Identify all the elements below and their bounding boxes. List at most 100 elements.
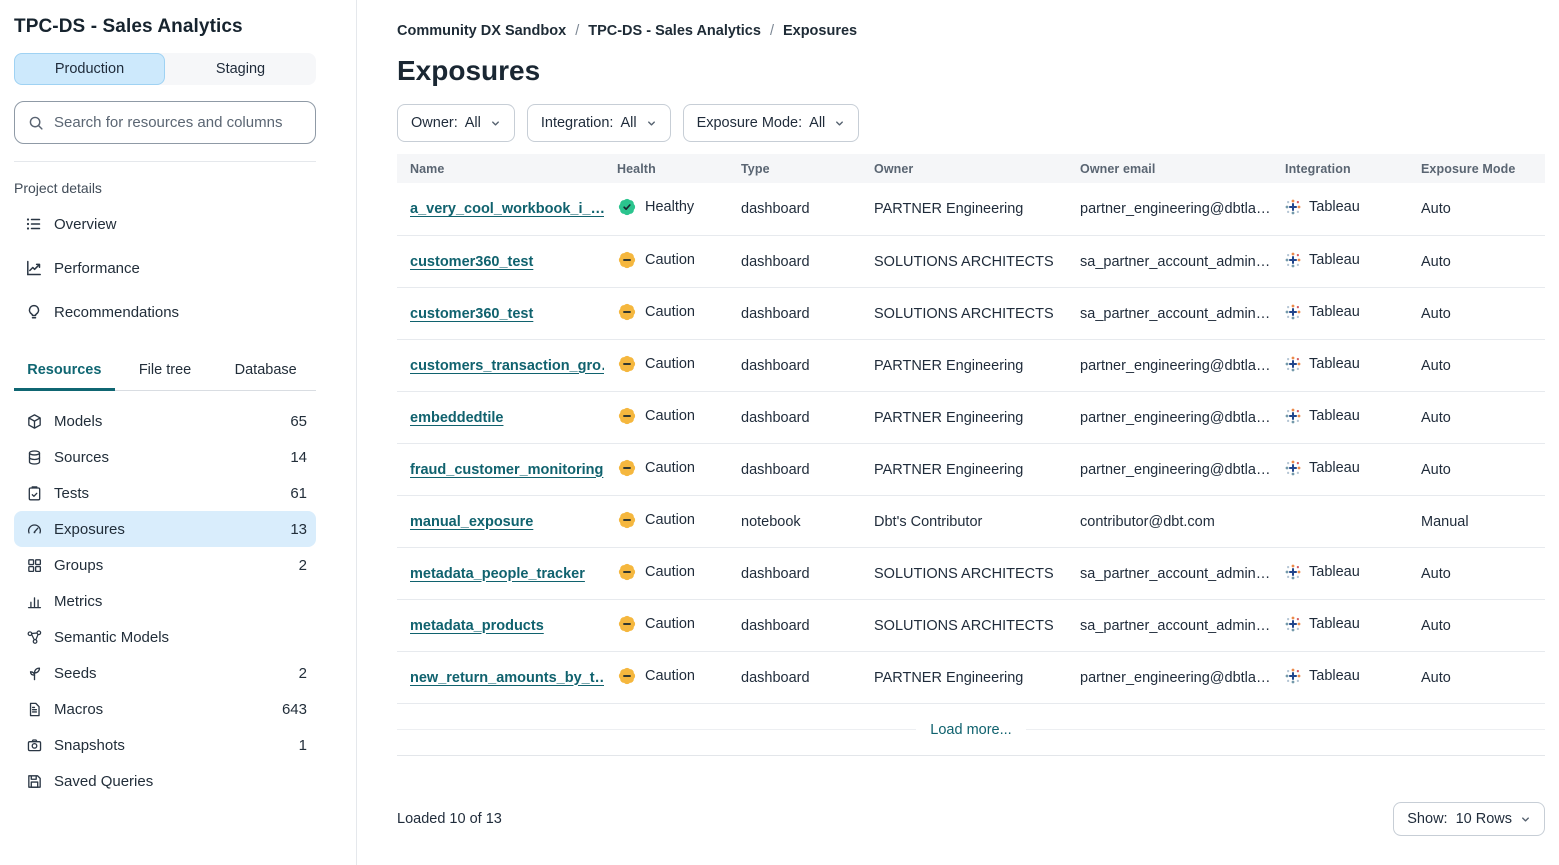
- sidebar-item-recommendations[interactable]: Recommendations: [14, 290, 316, 334]
- integration-label: Tableau: [1309, 407, 1360, 424]
- sidebar-item-label: Groups: [54, 556, 104, 574]
- exposure-name-link[interactable]: customer360_test: [410, 253, 534, 270]
- sidebar-item-exposures[interactable]: Exposures 13: [14, 511, 316, 547]
- sidebar-item-snapshots[interactable]: Snapshots 1: [14, 727, 316, 763]
- integration-filter-dropdown[interactable]: Integration: All: [526, 104, 671, 142]
- page-title: Exposures: [397, 55, 541, 86]
- integration-label: Tableau: [1309, 251, 1360, 268]
- exposure-mode-value: Auto: [1421, 409, 1451, 426]
- sidebar-item-label: Sources: [54, 448, 110, 466]
- resource-count: 65: [290, 412, 307, 430]
- load-more-row: Load more...: [397, 703, 1545, 755]
- loaded-count-text: Loaded 10 of 13: [397, 811, 502, 827]
- exposure-type: dashboard: [741, 253, 810, 270]
- column-header-owner: Owner: [874, 161, 914, 176]
- search-input[interactable]: [54, 114, 303, 131]
- exposure-name-link[interactable]: customer360_test: [410, 305, 534, 322]
- resource-count: 14: [290, 448, 307, 466]
- exposure-mode-value: Auto: [1421, 253, 1451, 270]
- clipboard-check-icon: [25, 485, 43, 502]
- chart-line-icon: [25, 259, 43, 277]
- exposures-table: Name Health Type Owner Owner email Integ…: [397, 154, 1545, 756]
- filter-value: All: [464, 115, 481, 131]
- tab-database[interactable]: Database: [234, 362, 297, 378]
- sidebar-item-macros[interactable]: Macros 643: [14, 691, 316, 727]
- tableau-icon: [1285, 460, 1301, 475]
- sidebar-item-seeds[interactable]: Seeds 2: [14, 655, 316, 691]
- table-body: a_very_cool_workbook_i_… Healthy dashboa…: [397, 183, 1545, 703]
- sidebar-item-metrics[interactable]: Metrics: [14, 583, 316, 619]
- integration-label: Tableau: [1309, 563, 1360, 580]
- staging-tab[interactable]: Staging: [165, 53, 316, 85]
- sidebar-item-models[interactable]: Models 65: [14, 403, 316, 439]
- search-box[interactable]: [14, 101, 316, 144]
- gauge-icon: [25, 521, 43, 538]
- table-row: metadata_people_tracker Caution dashboar…: [397, 547, 1545, 599]
- camera-icon: [25, 737, 43, 754]
- tableau-icon: [1285, 668, 1301, 683]
- table-row: customers_transaction_gro… Caution dashb…: [397, 339, 1545, 391]
- column-header-exposure-mode: Exposure Mode: [1421, 161, 1516, 176]
- lightbulb-icon: [25, 303, 43, 321]
- sidebar-item-sources[interactable]: Sources 14: [14, 439, 316, 475]
- tableau-icon: [1285, 356, 1301, 371]
- owner-filter-dropdown[interactable]: Owner: All: [397, 104, 515, 142]
- sidebar-item-semantic-models[interactable]: Semantic Models: [14, 619, 316, 655]
- resource-count: 13: [290, 520, 307, 538]
- sidebar-item-groups[interactable]: Groups 2: [14, 547, 316, 583]
- integration-label: Tableau: [1309, 667, 1360, 684]
- exposure-owner-email: contributor@dbt.com: [1080, 513, 1215, 530]
- exposure-name-link[interactable]: fraud_customer_monitoring: [410, 461, 604, 478]
- sidebar-item-tests[interactable]: Tests 61: [14, 475, 316, 511]
- sidebar-item-label: Tests: [54, 484, 90, 502]
- column-header-integration: Integration: [1285, 161, 1351, 176]
- exposure-mode-value: Auto: [1421, 201, 1451, 217]
- column-header-name: Name: [410, 161, 445, 176]
- sidebar-item-performance[interactable]: Performance: [14, 246, 316, 290]
- tab-resources[interactable]: Resources: [14, 354, 115, 391]
- exposure-mode-filter-dropdown[interactable]: Exposure Mode: All: [682, 104, 860, 142]
- breadcrumb-project[interactable]: TPC-DS - Sales Analytics: [588, 23, 761, 39]
- chevron-down-icon: [834, 118, 845, 129]
- health-status-icon: [618, 563, 636, 580]
- health-status-icon: [618, 303, 636, 320]
- health-status-label: Caution: [645, 459, 695, 476]
- tableau-icon: [1285, 408, 1301, 423]
- health-status-label: Caution: [645, 563, 695, 580]
- health-status-label: Healthy: [645, 199, 695, 215]
- exposure-name-link[interactable]: metadata_products: [410, 617, 544, 634]
- exposure-name-link[interactable]: new_return_amounts_by_t…: [410, 669, 604, 686]
- exposure-name-link[interactable]: embeddedtile: [410, 409, 504, 426]
- exposure-name-link[interactable]: customers_transaction_gro…: [410, 357, 604, 374]
- health-status-icon: [618, 667, 636, 684]
- sidebar-item-saved-queries[interactable]: Saved Queries: [14, 763, 316, 799]
- breadcrumb: Community DX Sandbox / TPC-DS - Sales An…: [397, 23, 1545, 39]
- tableau-icon: [1285, 304, 1301, 319]
- exposure-name-link[interactable]: metadata_people_tracker: [410, 565, 585, 582]
- sidebar-tabs: Resources File tree Database: [14, 354, 316, 391]
- exposure-name-link[interactable]: a_very_cool_workbook_i_…: [410, 201, 604, 217]
- load-more-link[interactable]: Load more...: [930, 721, 1012, 738]
- exposure-mode-value: Auto: [1421, 357, 1451, 374]
- resources-list: Models 65 Sources 14 Tests 61 Exposures …: [14, 403, 316, 799]
- save-icon: [25, 773, 43, 790]
- table-row: customer360_test Caution dashboard SOLUT…: [397, 235, 1545, 287]
- network-icon: [25, 629, 43, 646]
- exposure-name-link[interactable]: manual_exposure: [410, 513, 534, 530]
- sidebar-item-label: Performance: [54, 259, 140, 277]
- tab-file-tree[interactable]: File tree: [138, 362, 192, 378]
- rows-per-page-dropdown[interactable]: Show: 10 Rows: [1393, 802, 1545, 836]
- exposure-owner-email: sa_partner_account_admin…: [1080, 617, 1271, 634]
- health-status-label: Caution: [645, 303, 695, 320]
- exposure-owner-email: partner_engineering@dbtla…: [1080, 669, 1271, 686]
- exposure-type: dashboard: [741, 201, 810, 217]
- exposure-mode-value: Auto: [1421, 461, 1451, 478]
- health-status-icon: [618, 407, 636, 424]
- sidebar-item-overview[interactable]: Overview: [14, 202, 316, 246]
- sidebar-item-label: Exposures: [54, 520, 125, 538]
- breadcrumb-account[interactable]: Community DX Sandbox: [397, 23, 567, 39]
- table-header: Name Health Type Owner Owner email Integ…: [397, 154, 1545, 183]
- production-tab[interactable]: Production: [14, 53, 165, 85]
- environment-toggle: Production Staging: [14, 53, 316, 85]
- health-status-icon: [618, 459, 636, 476]
